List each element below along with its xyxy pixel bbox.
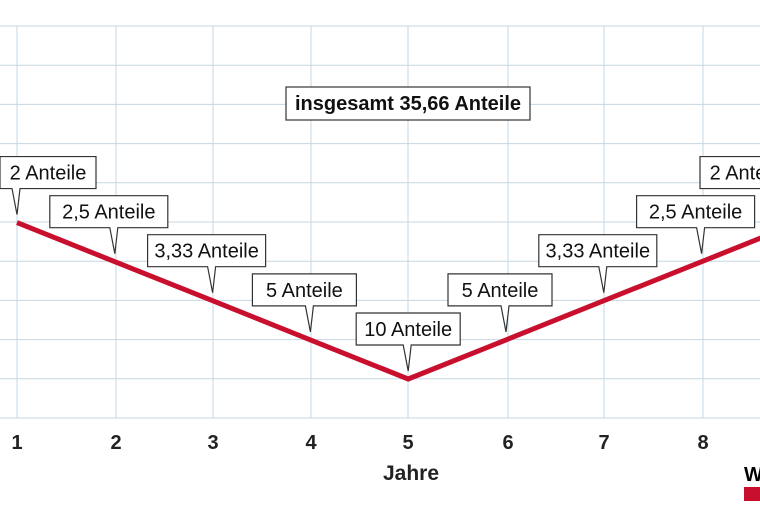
data-label-box (0, 155, 97, 215)
data-label: 3,33 Anteile (538, 234, 658, 293)
data-label-text: 2 Anteile (710, 163, 760, 185)
total-annotation: insgesamt 35,66 Anteile (285, 86, 531, 121)
data-label-text: 5 Anteile (266, 280, 343, 302)
data-label: 2 Anteile (0, 155, 97, 215)
x-tick-label: 5 (402, 432, 413, 454)
x-tick-label: 3 (207, 432, 218, 454)
x-tick-label: 4 (305, 432, 317, 454)
data-label: 10 Anteile (355, 312, 461, 372)
logo-bar (744, 487, 760, 501)
data-label: 2,5 Anteile (636, 195, 756, 254)
data-label-box (49, 195, 169, 254)
x-tick-label: 1 (11, 432, 22, 454)
data-label-text: 2 Anteile (10, 163, 87, 185)
data-label-text: 5 Anteile (462, 280, 539, 302)
total-annotation-box (285, 86, 531, 121)
data-label: 2,5 Anteile (49, 195, 169, 254)
data-label: 5 Anteile (447, 273, 553, 333)
data-label-box (251, 273, 357, 333)
series-layer (16, 220, 760, 382)
data-label-box (636, 195, 756, 254)
x-tick-label: 7 (598, 432, 609, 454)
data-label-box (355, 312, 461, 372)
x-tick-label: 6 (502, 432, 513, 454)
callouts: 2 Anteile 2,5 Anteile 3,33 Anteile 5 Anteil… (0, 155, 760, 372)
x-tick-label: 2 (110, 432, 121, 454)
data-label-text: 3,33 Anteile (546, 241, 651, 263)
x-tick-labels: 1 2 3 4 5 6 7 8 (11, 432, 708, 454)
data-label-text: 10 Anteile (364, 319, 452, 341)
data-label-text: 3,33 Anteile (154, 241, 259, 263)
series-line (16, 220, 760, 382)
publisher-logo: Wi (744, 464, 760, 501)
logo-text: Wi (744, 464, 760, 486)
x-tick-label: 8 (697, 432, 708, 454)
total-annotation-text: insgesamt 35,66 Anteile (295, 93, 521, 115)
data-label: 2 Anteile (699, 155, 760, 190)
data-label-box (447, 273, 553, 333)
data-label-text: 2,5 Anteile (649, 202, 742, 224)
data-label-box (699, 155, 760, 190)
data-label-box (538, 234, 658, 293)
x-axis-label: Jahre (383, 462, 439, 485)
data-label: 3,33 Anteile (147, 234, 267, 293)
data-label: 5 Anteile (251, 273, 357, 333)
data-label-text: 2,5 Anteile (62, 202, 155, 224)
data-label-box (147, 234, 267, 293)
